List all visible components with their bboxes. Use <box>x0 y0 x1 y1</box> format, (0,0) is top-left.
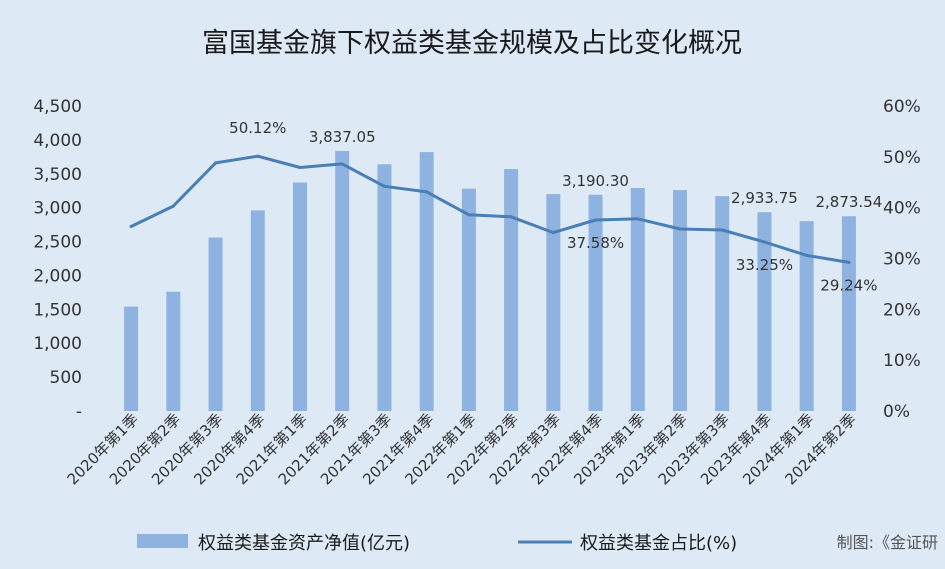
left-axis-tick-label: 3,500 <box>33 165 82 185</box>
left-axis-tick-label: 2,500 <box>33 233 82 253</box>
bar <box>715 196 730 411</box>
left-axis-tick-label: 4,000 <box>33 131 82 151</box>
line-data-label: 37.58% <box>567 234 624 252</box>
bar <box>630 188 645 411</box>
bar <box>461 188 476 411</box>
bar <box>335 150 350 411</box>
line-point <box>298 166 302 170</box>
bar-data-label: 3,190.30 <box>562 172 629 190</box>
left-axis-tick-label: 3,000 <box>33 199 82 219</box>
line-point <box>129 224 133 228</box>
line-point <box>594 218 598 222</box>
right-axis-tick-label: 30% <box>883 250 921 270</box>
line-point <box>425 190 429 194</box>
bar <box>293 182 307 411</box>
right-axis-tick-label: 60% <box>883 97 921 117</box>
right-axis-tick-label: 0% <box>883 402 910 422</box>
bar <box>377 164 392 411</box>
right-axis: 0% 10% 20% 30% 40% 50% 60% <box>883 97 921 422</box>
line-point <box>720 228 724 232</box>
left-axis-tick-label: 500 <box>50 368 82 388</box>
bar <box>419 152 434 412</box>
line-point <box>467 213 471 217</box>
line-point <box>762 240 766 244</box>
bar-data-label: 3,837.05 <box>309 128 376 146</box>
legend-line-label: 权益类基金占比(%) <box>580 533 737 554</box>
bar <box>208 237 223 411</box>
line-series <box>129 154 851 264</box>
bar <box>504 169 519 411</box>
line-point <box>382 184 386 188</box>
chart-title: 富国基金旗下权益类基金规模及占比变化概况 <box>202 28 742 59</box>
legend-bar-swatch <box>137 534 188 548</box>
x-axis: 2020年第1季2020年第2季2020年第3季2020年第4季2021年第1季… <box>64 410 860 488</box>
left-axis-tick-label: 1,000 <box>33 334 82 354</box>
credit-text: 制图:《金证研 <box>837 533 938 552</box>
bar-data-label: 2,873.54 <box>815 193 882 211</box>
bar <box>588 194 603 411</box>
bar <box>124 306 139 411</box>
line-point <box>678 227 682 231</box>
line-point <box>805 253 809 257</box>
left-axis-tick-label: 4,500 <box>33 97 82 117</box>
bar <box>673 190 687 411</box>
line-data-label: 50.12% <box>229 119 286 137</box>
bar <box>166 291 181 411</box>
right-axis-tick-label: 50% <box>883 148 921 168</box>
bar <box>757 212 772 411</box>
left-axis-tick-label: - <box>76 402 82 422</box>
line-point <box>171 204 175 208</box>
line-point <box>847 260 851 264</box>
bar-data-label: 2,933.75 <box>731 189 798 207</box>
line-data-label: 33.25% <box>736 256 793 274</box>
bar-series <box>124 150 856 412</box>
bar <box>841 216 856 411</box>
left-axis-tick-label: 2,000 <box>33 266 82 286</box>
line-point <box>636 217 640 221</box>
left-axis: - 500 1,000 1,500 2,000 2,500 3,000 3,500 4,000 4… <box>33 97 82 422</box>
line-point <box>551 231 555 235</box>
line-data-label: 29.24% <box>820 276 877 294</box>
line-point <box>509 215 513 219</box>
bar <box>250 210 265 411</box>
bar <box>799 221 814 411</box>
line-path <box>129 154 851 264</box>
right-axis-tick-label: 40% <box>883 199 921 219</box>
left-axis-tick-label: 1,500 <box>33 300 82 320</box>
right-axis-tick-label: 10% <box>883 351 921 371</box>
right-axis-tick-label: 20% <box>883 300 921 320</box>
data-labels: 3,837.05 3,190.30 2,933.75 2,873.54 50.12% 37… <box>229 119 882 294</box>
line-point <box>256 154 260 158</box>
legend-bar-label: 权益类基金资产净值(亿元) <box>198 533 410 554</box>
line-point <box>340 162 344 166</box>
line-point <box>214 161 218 165</box>
legend: 权益类基金资产净值(亿元) 权益类基金占比(%) <box>137 533 737 554</box>
bar <box>546 194 561 411</box>
